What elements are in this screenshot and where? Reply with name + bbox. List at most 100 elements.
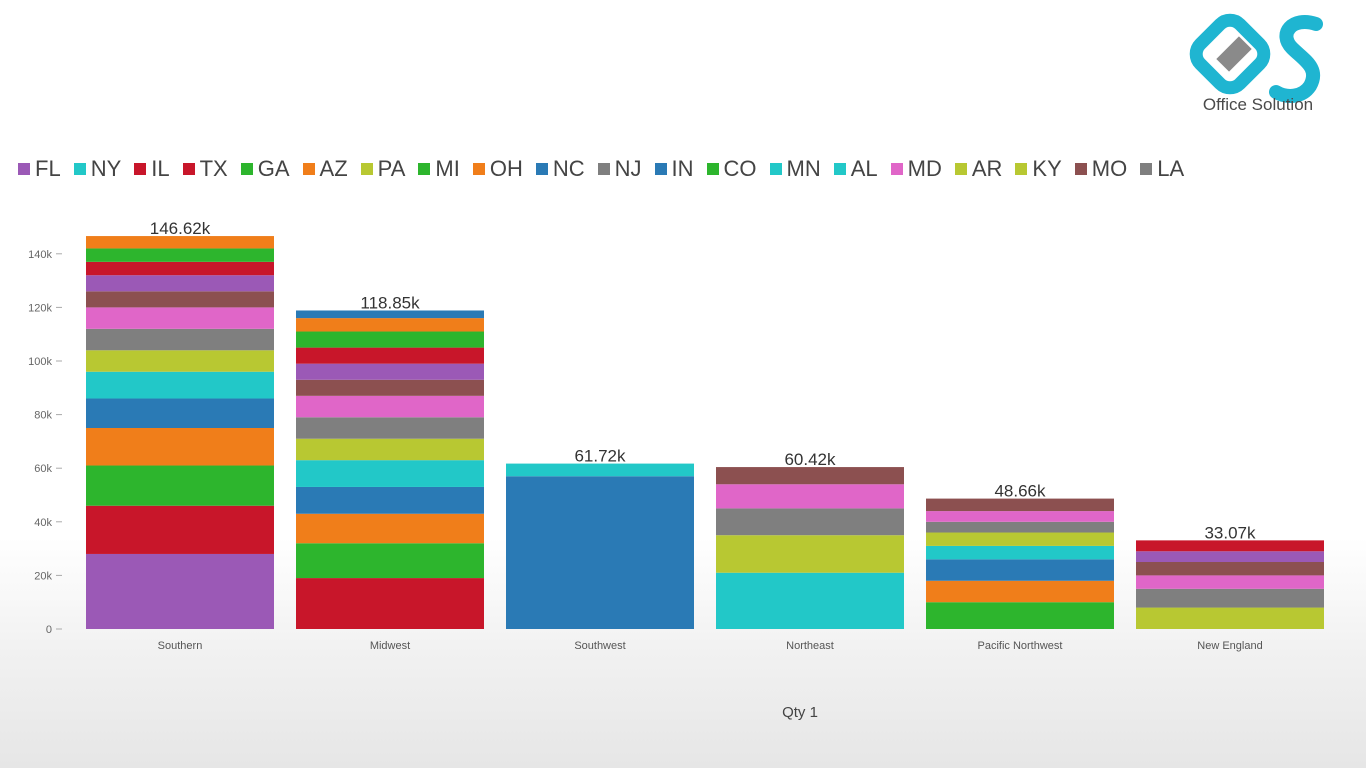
- legend-item[interactable]: IL: [134, 156, 170, 182]
- bar-segment[interactable]: [296, 331, 484, 348]
- legend-swatch: [418, 163, 431, 175]
- bar-segment[interactable]: [86, 248, 274, 262]
- bar-segment[interactable]: [296, 395, 484, 418]
- legend-item[interactable]: MI: [418, 156, 460, 182]
- legend-item[interactable]: OH: [472, 156, 523, 182]
- bar-segment[interactable]: [296, 417, 484, 439]
- bar-segment[interactable]: [86, 328, 274, 351]
- y-tick-label: 0: [46, 624, 52, 636]
- legend-item[interactable]: FL: [18, 156, 61, 182]
- bar-segment[interactable]: [506, 476, 694, 629]
- legend-item[interactable]: LA: [1140, 156, 1184, 182]
- legend-item[interactable]: NJ: [597, 156, 642, 182]
- bar-segment[interactable]: [86, 465, 274, 506]
- bar-segment[interactable]: [926, 532, 1114, 546]
- bar-segment[interactable]: [86, 553, 274, 629]
- bar-segment[interactable]: [86, 505, 274, 554]
- bar-segment[interactable]: [716, 467, 904, 485]
- legend-label: MO: [1091, 156, 1128, 181]
- legend-swatch: [1015, 163, 1028, 175]
- legend-swatch: [1074, 163, 1087, 175]
- legend-label: MD: [907, 156, 942, 181]
- bar-segment[interactable]: [86, 398, 274, 428]
- bar-total-label: 60.42k: [784, 450, 836, 469]
- legend-swatch: [890, 163, 903, 175]
- legend-item[interactable]: MD: [890, 156, 942, 182]
- bar-segment[interactable]: [506, 463, 694, 477]
- legend-item[interactable]: AR: [954, 156, 1002, 182]
- bar-segment[interactable]: [86, 428, 274, 466]
- bar-segment[interactable]: [1136, 540, 1324, 552]
- legend-item[interactable]: IN: [654, 156, 694, 182]
- legend-item[interactable]: PA: [360, 156, 405, 182]
- bar-segment[interactable]: [716, 535, 904, 573]
- bar-segment[interactable]: [296, 363, 484, 380]
- bar-total-label: 61.72k: [574, 447, 626, 466]
- x-tick-label: Southern: [158, 640, 203, 652]
- bar-segment[interactable]: [716, 484, 904, 509]
- legend-item[interactable]: CO: [706, 156, 757, 182]
- legend-swatch: [833, 163, 846, 175]
- legend-item[interactable]: GA: [240, 156, 290, 182]
- legend-swatch: [302, 163, 315, 175]
- bar-segment[interactable]: [296, 438, 484, 461]
- legend-swatch: [240, 163, 253, 175]
- bar-segment[interactable]: [926, 580, 1114, 603]
- legend-swatch: [1140, 163, 1153, 175]
- bar-segment[interactable]: [296, 347, 484, 364]
- bar-segment[interactable]: [296, 460, 484, 487]
- legend-item[interactable]: AL: [833, 156, 878, 182]
- bar-segment[interactable]: [296, 379, 484, 396]
- x-axis-title: Qty 1: [782, 704, 818, 721]
- y-tick-label: 80k: [34, 410, 52, 422]
- bar-segment[interactable]: [716, 508, 904, 536]
- bar-segment[interactable]: [296, 543, 484, 579]
- bar-segment[interactable]: [926, 521, 1114, 533]
- bar-segment[interactable]: [926, 602, 1114, 629]
- bar-segment[interactable]: [296, 318, 484, 332]
- legend-item[interactable]: KY: [1015, 156, 1062, 182]
- bar-total-label: 33.07k: [1204, 523, 1256, 542]
- bar-segment[interactable]: [296, 513, 484, 544]
- bar-segment[interactable]: [716, 572, 904, 629]
- legend-label: IN: [671, 156, 694, 181]
- legend-item[interactable]: TX: [182, 156, 228, 182]
- bar-segment[interactable]: [296, 310, 484, 319]
- bar-segment[interactable]: [1136, 588, 1324, 608]
- bar-segment[interactable]: [86, 291, 274, 308]
- y-tick-label: 20k: [34, 570, 52, 582]
- legend-label: GA: [257, 156, 290, 181]
- bar-segment[interactable]: [86, 275, 274, 292]
- brand-name: Office Solution: [1202, 95, 1314, 114]
- legend-label: TX: [199, 156, 228, 181]
- bar-segment[interactable]: [86, 261, 274, 276]
- legend-swatch: [954, 163, 967, 175]
- bar-segment[interactable]: [86, 371, 274, 399]
- bar-segment[interactable]: [1136, 607, 1324, 629]
- bar-segment[interactable]: [1136, 562, 1324, 576]
- bar-segment[interactable]: [926, 498, 1114, 512]
- legend-item[interactable]: MN: [769, 156, 821, 182]
- y-tick-label: 60k: [34, 463, 52, 475]
- bar-segment[interactable]: [926, 545, 1114, 560]
- bar-segment[interactable]: [926, 559, 1114, 581]
- x-tick-label: Northeast: [786, 640, 834, 652]
- bar-segment[interactable]: [1136, 551, 1324, 562]
- legend-swatch: [360, 163, 373, 175]
- legend-item[interactable]: NY: [73, 156, 121, 182]
- bar-segment[interactable]: [86, 307, 274, 329]
- legend-swatch: [134, 163, 147, 175]
- x-tick-label: New England: [1197, 640, 1262, 652]
- chart-legend: FL NY IL TX GA AZ PA MI OH NC NJ IN CO MN AL MD AR KY MO LA: [18, 155, 1363, 183]
- bar-segment[interactable]: [1136, 575, 1324, 589]
- bar-segment[interactable]: [86, 236, 274, 249]
- bar-segment[interactable]: [296, 486, 484, 514]
- legend-swatch: [706, 163, 719, 175]
- legend-item[interactable]: MO: [1074, 156, 1128, 182]
- bar-segment[interactable]: [926, 511, 1114, 522]
- legend-item[interactable]: AZ: [302, 156, 348, 182]
- bar-segment[interactable]: [86, 350, 274, 372]
- bar-segment[interactable]: [296, 578, 484, 629]
- legend-item[interactable]: NC: [535, 156, 585, 182]
- legend-label: KY: [1032, 156, 1062, 181]
